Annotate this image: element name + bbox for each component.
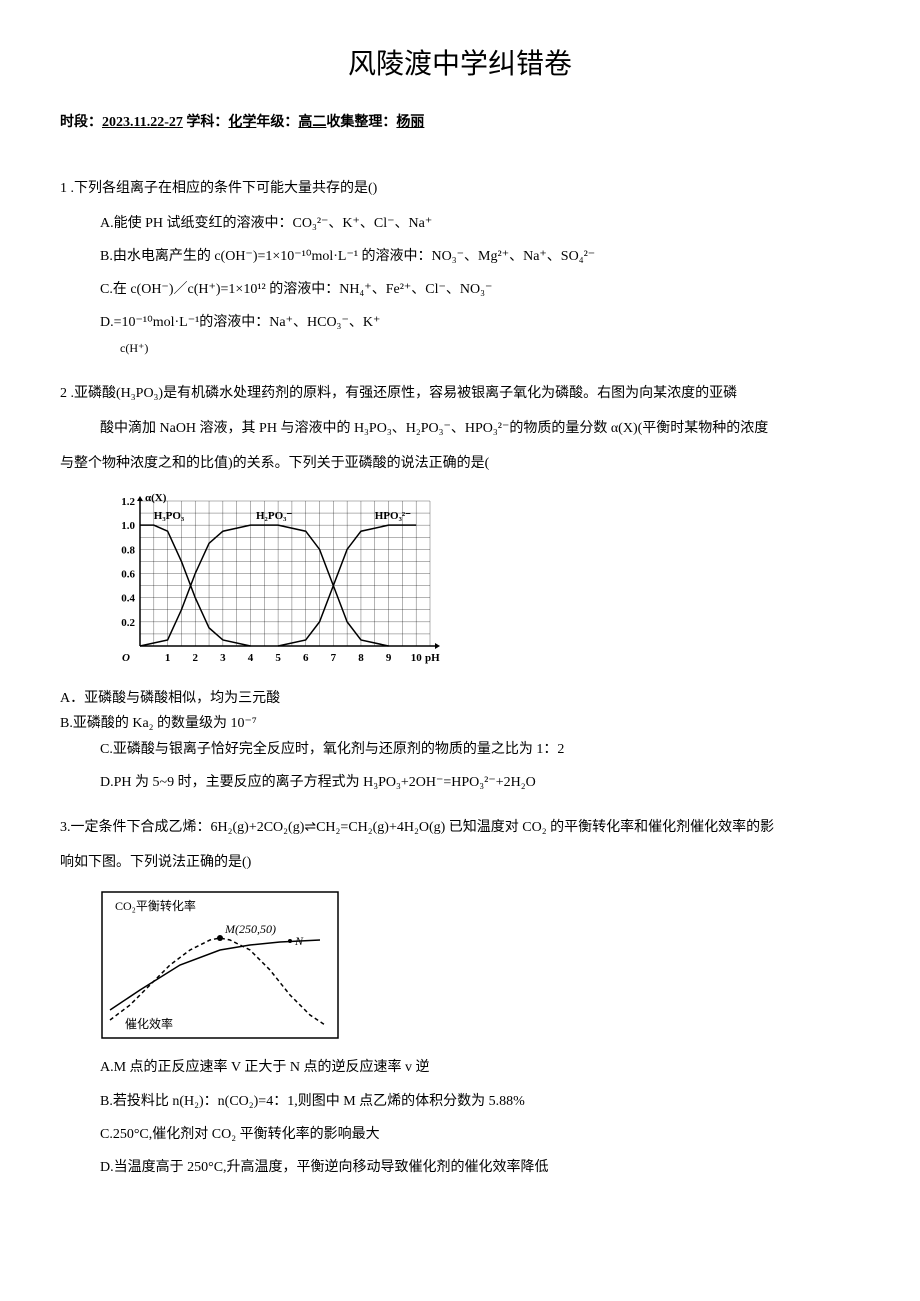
- svg-text:1: 1: [165, 652, 171, 664]
- q3-option-d: D.当温度高于 250°C,升高温度，平衡逆向移动导致催化剂的催化效率降低: [100, 1155, 860, 1180]
- svg-text:催化效率: 催化效率: [125, 1016, 173, 1031]
- svg-text:3: 3: [220, 652, 226, 664]
- svg-text:0.6: 0.6: [121, 569, 135, 581]
- q1-option-a: A.能使 PH 试纸变红的溶液中：CO₃²⁻、K⁺、Cl⁻、Na⁺: [100, 211, 860, 236]
- header-subject: 化学: [228, 115, 256, 130]
- svg-text:9: 9: [386, 652, 392, 664]
- svg-text:7: 7: [331, 652, 337, 664]
- svg-text:M(250,50): M(250,50): [224, 922, 276, 936]
- page-title: 风陵渡中学纠错卷: [60, 40, 860, 90]
- q3-stem-2: 响如下图。下列说法正确的是(): [60, 850, 860, 875]
- q3-stem-1: 3.一定条件下合成乙烯：6H₂(g)+2CO₂(g)⇌CH₂=CH₂(g)+4H…: [60, 815, 860, 840]
- svg-text:0.2: 0.2: [121, 617, 135, 629]
- q2-option-b: B.亚磷酸的 Ka₂ 的数量级为 10⁻⁷: [60, 711, 860, 736]
- q1-option-d-sub: c(H⁺): [120, 341, 148, 355]
- q2-stem-1: 2 .亚磷酸(H₃PO₃)是有机磷水处理药剂的原料，有强还原性，容易被银离子氧化…: [60, 381, 860, 406]
- q2-option-a: A．亚磷酸与磷酸相似，均为三元酸: [60, 686, 860, 711]
- q2-stem-3: 与整个物种浓度之和的比值)的关系。下列关于亚磷酸的说法正确的是(: [60, 451, 860, 476]
- q2-option-c: C.亚磷酸与银离子恰好完全反应时，氧化剂与还原剂的物质的量之比为 1：2: [100, 737, 860, 762]
- q2-option-d: D.PH 为 5~9 时，主要反应的离子方程式为 H₃PO₃+2OH⁻=HPO₃…: [100, 770, 860, 795]
- svg-text:2: 2: [192, 652, 198, 664]
- svg-text:α(X): α(X): [145, 492, 167, 504]
- question-3: 3.一定条件下合成乙烯：6H₂(g)+2CO₂(g)⇌CH₂=CH₂(g)+4H…: [60, 815, 860, 1180]
- header-prefix-teacher: 收集整理：: [326, 115, 396, 130]
- question-1: 1 .下列各组离子在相应的条件下可能大量共存的是() A.能使 PH 试纸变红的…: [60, 176, 860, 361]
- header-prefix-subject: 学科：: [186, 115, 228, 130]
- svg-text:H₂PO₃⁻: H₂PO₃⁻: [256, 510, 292, 522]
- q1-option-b: B.由水电离产生的 c(OH⁻)=1×10⁻¹⁰mol·L⁻¹ 的溶液中：NO₃…: [100, 244, 860, 269]
- q1-option-c: C.在 c(OH⁻)／c(H⁺)=1×10¹² 的溶液中：NH₄⁺、Fe²⁺、C…: [100, 277, 860, 302]
- svg-text:8: 8: [358, 652, 364, 664]
- header-info: 时段：2023.11.22-27 学科：化学年级：高二收集整理：杨丽: [60, 110, 860, 135]
- svg-text:6: 6: [303, 652, 309, 664]
- q3-option-c: C.250°C,催化剂对 CO₂ 平衡转化率的影响最大: [100, 1122, 860, 1147]
- q2-stem-2: 酸中滴加 NaOH 溶液，其 PH 与溶液中的 H₃PO₃、H₂PO₃⁻、HPO…: [100, 416, 860, 441]
- svg-text:1.2: 1.2: [121, 496, 135, 508]
- header-grade: 高二: [298, 115, 326, 130]
- q3-option-b: B.若投料比 n(H₂)：n(CO₂)=4：1,则图中 M 点乙烯的体积分数为 …: [100, 1089, 860, 1114]
- svg-text:N: N: [294, 934, 304, 948]
- q3-chart: M(250,50) N CO₂平衡转化率催化效率: [100, 890, 860, 1040]
- svg-text:pH: pH: [425, 652, 440, 664]
- svg-text:10: 10: [411, 652, 423, 664]
- svg-text:0.8: 0.8: [121, 545, 135, 557]
- q1-option-d: D.=10⁻¹⁰mol·L⁻¹的溶液中：Na⁺、HCO₃⁻、K⁺ c(H⁺): [100, 310, 860, 360]
- svg-text:O: O: [122, 652, 130, 664]
- svg-text:0.4: 0.4: [121, 593, 135, 605]
- q2-chart: 1 2 3 4 5 6 7 8 9 10 0.2 0.4 0.6 0.8 1.0 1.2 OpH α(X) H₃PO…: [100, 491, 860, 671]
- svg-text:4: 4: [248, 652, 254, 664]
- svg-text:H₃PO₃: H₃PO₃: [154, 510, 185, 522]
- header-prefix-date: 时段：: [60, 115, 102, 130]
- header-prefix-grade: 年级：: [256, 115, 298, 130]
- question-2: 2 .亚磷酸(H₃PO₃)是有机磷水处理药剂的原料，有强还原性，容易被银离子氧化…: [60, 381, 860, 795]
- svg-text:1.0: 1.0: [121, 520, 135, 532]
- svg-text:CO₂平衡转化率: CO₂平衡转化率: [115, 898, 196, 913]
- q3-option-a: A.M 点的正反应速率 V 正大于 N 点的逆反应速率 v 逆: [100, 1055, 860, 1080]
- q1-stem: 1 .下列各组离子在相应的条件下可能大量共存的是(): [60, 176, 860, 201]
- header-date: 2023.11.22-27: [102, 115, 183, 130]
- q1-option-d-text: D.=10⁻¹⁰mol·L⁻¹的溶液中：Na⁺、HCO₃⁻、K⁺: [100, 315, 380, 330]
- svg-text:HPO₃²⁻: HPO₃²⁻: [375, 510, 411, 522]
- header-teacher: 杨丽: [396, 115, 424, 130]
- svg-text:5: 5: [275, 652, 281, 664]
